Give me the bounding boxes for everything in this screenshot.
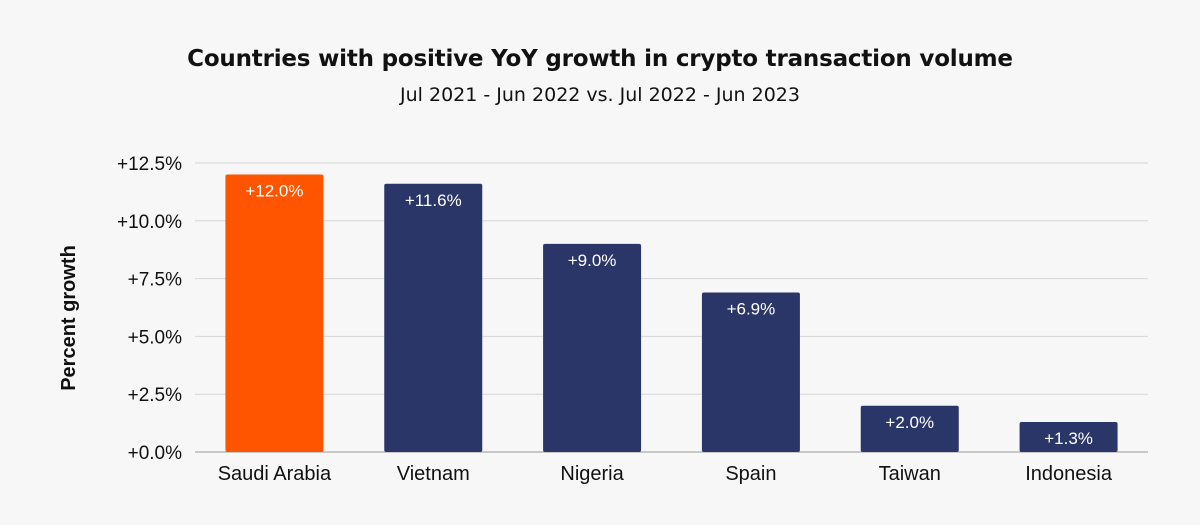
y-tick-label: +7.5%	[128, 270, 183, 291]
data-label: +12.0%	[245, 182, 303, 201]
x-tick-label: Vietnam	[397, 463, 470, 485]
chart-title: Countries with positive YoY growth in cr…	[187, 46, 1013, 72]
x-axis-ticks: Saudi Arabia Vietnam Nigeria Spain Taiwan Ind…	[218, 463, 1113, 485]
data-labels: +12.0% +11.6% +9.0% +6.9% +2.0% +1.3%	[245, 182, 1093, 448]
data-label: +11.6%	[405, 191, 462, 210]
bar	[860, 405, 959, 452]
x-tick-label: Taiwan	[879, 463, 941, 485]
y-tick-label: +12.5%	[117, 154, 182, 175]
gridlines	[195, 162, 1148, 453]
bar	[1019, 421, 1118, 452]
bar	[225, 174, 324, 452]
y-tick-label: +0.0%	[128, 443, 183, 464]
y-tick-label: +10.0%	[117, 212, 182, 233]
y-axis-ticks: +0.0% +2.5% +5.0% +7.5% +10.0% +12.5%	[117, 154, 182, 464]
x-tick-label: Spain	[725, 463, 776, 485]
y-tick-label: +5.0%	[128, 327, 183, 348]
x-tick-label: Indonesia	[1025, 463, 1113, 485]
y-tick-label: +2.5%	[128, 385, 183, 406]
data-label: +2.0%	[885, 413, 934, 432]
data-label: +9.0%	[568, 251, 617, 270]
bar	[701, 292, 800, 452]
x-tick-label: Saudi Arabia	[218, 463, 332, 485]
chart-subtitle: Jul 2021 - Jun 2022 vs. Jul 2022 - Jun 2…	[400, 84, 800, 106]
data-label: +6.9%	[727, 299, 776, 318]
data-label: +1.3%	[1044, 429, 1093, 448]
bar	[384, 183, 483, 453]
bars	[225, 174, 1118, 453]
y-axis-label: Percent growth	[58, 245, 80, 391]
bar	[543, 243, 642, 452]
x-tick-label: Nigeria	[560, 463, 624, 485]
